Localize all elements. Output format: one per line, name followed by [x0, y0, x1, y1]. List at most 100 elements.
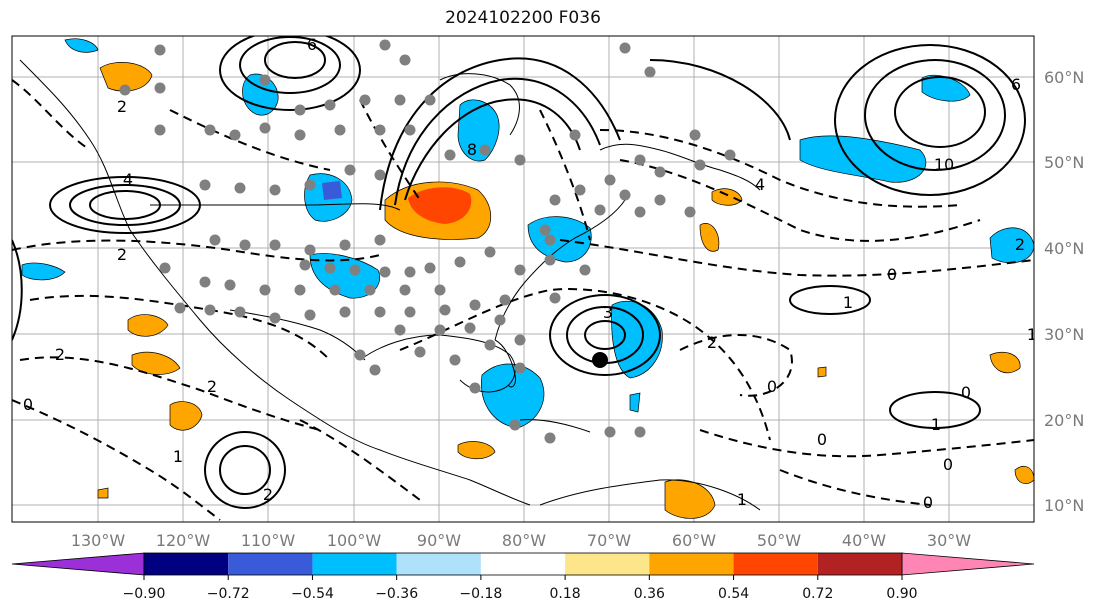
high-canada-3	[264, 41, 326, 79]
station-dot	[569, 129, 581, 141]
station-dot	[259, 122, 271, 134]
high-west-2	[69, 184, 181, 226]
orange-area-east	[989, 351, 1021, 374]
coastlines	[19, 59, 761, 511]
station-dot	[239, 239, 251, 251]
station-dot	[334, 124, 346, 136]
dash-5	[399, 288, 771, 441]
blue-area-nw	[64, 38, 99, 53]
dash-9	[559, 239, 1034, 277]
station-dot	[619, 189, 631, 201]
station-dot	[549, 194, 561, 206]
station-dot	[499, 294, 511, 306]
station-dot	[604, 426, 616, 438]
dash-13	[539, 109, 591, 241]
lon-label: 130°W	[71, 531, 126, 550]
lon-label: 30°W	[927, 531, 971, 550]
station-dot	[259, 284, 271, 296]
north-atlantic-high	[834, 44, 1026, 196]
station-dot	[619, 42, 631, 54]
contour-label: 1	[931, 415, 941, 434]
colorbar-tick-label: −0.54	[291, 586, 334, 602]
contour-label: 1	[173, 447, 183, 466]
station-dot	[479, 144, 491, 156]
dash-6	[679, 334, 793, 397]
lat-label: 60°N	[1044, 68, 1084, 87]
station-dot	[549, 292, 561, 304]
station-dot	[654, 194, 666, 206]
blue-area-north-atlantic	[799, 135, 927, 183]
dash-8	[599, 129, 961, 208]
colorbar-tick-label: 0.18	[550, 586, 581, 602]
colorbar-segment	[396, 553, 481, 575]
lat-label: 20°N	[1044, 411, 1084, 430]
orange-area-atl1	[699, 223, 720, 252]
orange-area-nova	[711, 188, 743, 206]
dash-16	[12, 79, 91, 151]
station-dot	[339, 306, 351, 318]
lat-label: 30°N	[1044, 325, 1084, 344]
contour-label: 0	[817, 430, 827, 449]
station-dot	[174, 302, 186, 314]
station-dot	[349, 264, 361, 276]
lat-label: 10°N	[1044, 496, 1084, 515]
station-dot	[514, 264, 526, 276]
great-lakes-trough	[379, 57, 621, 211]
colorbar-segment	[312, 553, 397, 575]
coast-florida	[494, 339, 516, 388]
station-dot	[449, 354, 461, 366]
station-dot	[374, 234, 386, 246]
great-lakes-trough-2	[394, 77, 601, 206]
blue-area-greenland	[921, 74, 971, 102]
lon-label: 40°W	[842, 531, 886, 550]
contour-label: 2	[707, 333, 717, 352]
station-dot	[574, 184, 586, 196]
station-dot	[294, 104, 306, 116]
dashed-contours	[12, 79, 1034, 521]
east-atlantic-low	[889, 391, 981, 429]
colorbar-segment	[817, 553, 902, 575]
orange-area-east2	[1014, 466, 1034, 484]
station-dot	[444, 149, 456, 161]
station-dot	[304, 309, 316, 321]
high-west-3	[89, 190, 161, 220]
station-dot	[364, 284, 376, 296]
contour-label: 2	[1015, 235, 1025, 254]
station-dot	[464, 322, 476, 334]
station-dot	[369, 364, 381, 376]
station-dot	[374, 169, 386, 181]
station-dot	[509, 419, 521, 431]
longitude-labels: 130°W 120°W 110°W 100°W 90°W 80°W 70°W 60°W 50°W…	[71, 531, 971, 550]
station-dot	[269, 312, 281, 324]
dash-7	[619, 159, 981, 242]
contour-label: 0	[923, 493, 933, 512]
blue-area-hudson	[457, 99, 500, 162]
colorbar-segment	[144, 553, 229, 575]
station-dot	[544, 234, 556, 246]
station-dot	[434, 284, 446, 296]
station-dot	[399, 284, 411, 296]
orange-area-small1	[817, 366, 827, 378]
orange-area-pac3	[169, 401, 203, 431]
orange-area-pac1	[127, 314, 169, 337]
map-frame	[11, 35, 1035, 523]
colorbar-segment	[565, 553, 650, 575]
station-dot	[294, 284, 306, 296]
great-lakes-trough-3	[404, 98, 581, 201]
contour-label: 10	[934, 155, 954, 174]
colorbar-tick-label: −0.36	[375, 586, 418, 602]
lon-label: 90°W	[417, 531, 461, 550]
colorbar-tick-label: 0.36	[634, 586, 665, 602]
station-dot	[204, 124, 216, 136]
border-us-mexico	[229, 309, 366, 361]
dash-12	[359, 99, 421, 201]
station-dot	[379, 39, 391, 51]
contour-label: 3	[603, 303, 613, 322]
station-dot	[344, 164, 356, 176]
lon-label: 120°W	[156, 531, 211, 550]
station-dot	[234, 306, 246, 318]
station-dot	[684, 206, 696, 218]
station-dot	[234, 182, 246, 194]
lon-label: 110°W	[241, 531, 296, 550]
